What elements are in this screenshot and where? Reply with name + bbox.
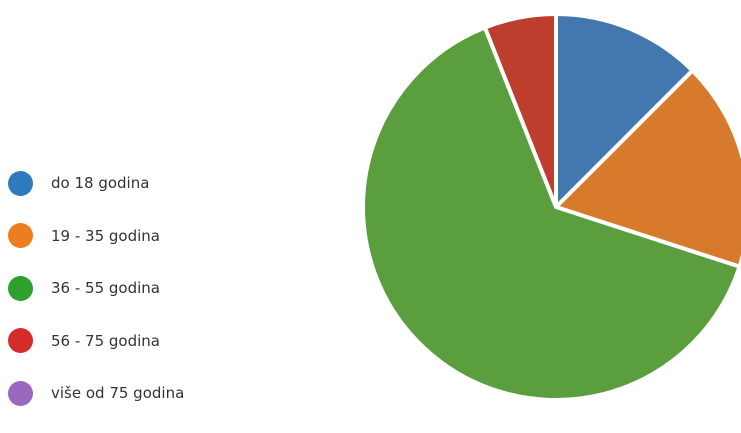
pie-slice[interactable] [482, 12, 558, 209]
pie-slice[interactable] [554, 12, 695, 209]
legend-swatch [8, 170, 33, 196]
legend-swatch [8, 275, 33, 301]
chart-legend: do 18 godina 19 - 35 godina 36 - 55 godina… [8, 170, 184, 433]
legend-item[interactable]: 19 - 35 godina [8, 223, 184, 249]
legend-swatch [8, 328, 33, 353]
legend-label: 36 - 55 godina [51, 279, 160, 297]
pie-chart [361, 12, 741, 402]
legend-item[interactable]: 56 - 75 godina [8, 328, 184, 354]
pie-slice[interactable] [361, 25, 741, 402]
legend-label: 56 - 75 godina [51, 331, 160, 350]
legend-item[interactable]: više od 75 godina [8, 380, 184, 406]
legend-item[interactable]: 36 - 55 godina [8, 275, 184, 301]
legend-label: više od 75 godina [51, 384, 185, 402]
legend-swatch [8, 380, 33, 406]
legend-label: do 18 godina [51, 174, 150, 192]
pie-slice[interactable] [554, 68, 741, 269]
legend-label: 19 - 35 godina [51, 226, 160, 245]
legend-swatch [8, 223, 33, 248]
legend-item[interactable]: do 18 godina [8, 170, 184, 196]
